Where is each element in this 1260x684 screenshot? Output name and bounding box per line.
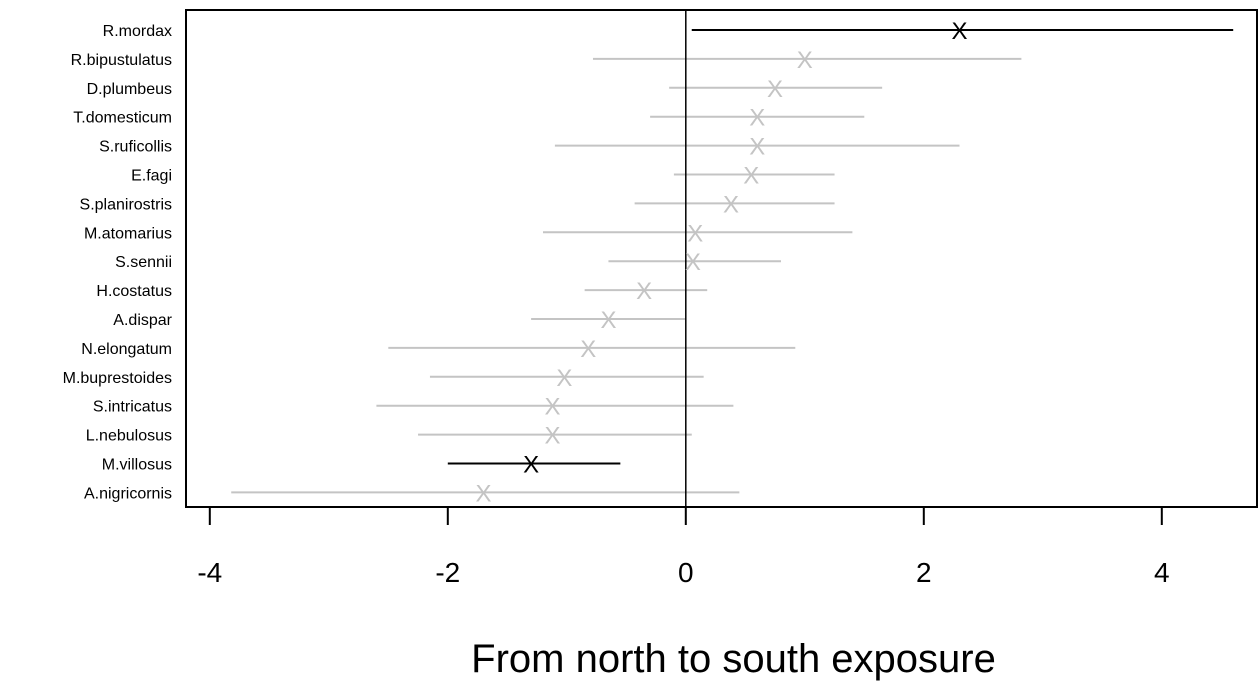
- species-label: S.intricatus: [93, 399, 172, 416]
- estimate-marker: X: [749, 105, 765, 132]
- estimate-marker: X: [951, 18, 967, 45]
- species-label: L.nebulosus: [86, 428, 172, 445]
- estimate-marker: X: [475, 480, 491, 507]
- species-label: N.elongatum: [81, 341, 172, 358]
- estimate-marker: X: [636, 278, 652, 305]
- species-label: A.nigricornis: [84, 485, 172, 502]
- species-label: H.costatus: [96, 283, 172, 300]
- species-labels: R.mordax R.bipustulatus D.plumbeus T.domest…: [63, 23, 173, 502]
- species-label: S.planirostris: [80, 196, 172, 213]
- species-label: M.buprestoides: [63, 370, 172, 387]
- confidence-intervals: [231, 29, 1234, 494]
- estimate-marker: X: [767, 76, 783, 103]
- estimate-marker: X: [600, 307, 616, 334]
- species-label: R.bipustulatus: [71, 52, 172, 69]
- plot-frame: [185, 9, 1258, 508]
- estimate-marker: X: [723, 191, 739, 218]
- estimate-marker: X: [749, 134, 765, 161]
- species-label: A.dispar: [113, 312, 172, 329]
- estimate-marker: X: [685, 249, 701, 276]
- species-label: S.sennii: [115, 254, 172, 271]
- species-label: D.plumbeus: [87, 81, 172, 98]
- x-tick-label: 4: [1154, 557, 1170, 588]
- species-label: E.fagi: [131, 168, 172, 185]
- x-tick-label: 0: [678, 557, 694, 588]
- species-label: R.mordax: [103, 23, 172, 40]
- estimate-marker: X: [743, 163, 759, 190]
- estimate-marker: X: [556, 365, 572, 392]
- estimate-marker: X: [545, 423, 561, 450]
- estimate-marker: X: [523, 452, 539, 479]
- x-axis-title: From north to south exposure: [471, 637, 996, 681]
- x-tick-label: -2: [435, 557, 460, 588]
- estimate-marker: X: [545, 394, 561, 421]
- estimate-marker: X: [580, 336, 596, 363]
- estimate-marker: X: [797, 47, 813, 74]
- species-label: S.ruficollis: [99, 139, 172, 156]
- estimate-marker: X: [687, 220, 703, 247]
- species-label: M.atomarius: [84, 225, 172, 242]
- x-axis: -4 -2 0 2 4: [197, 506, 1170, 588]
- species-label: M.villosus: [102, 457, 172, 474]
- species-label: T.domesticum: [73, 110, 172, 127]
- x-tick-label: 2: [916, 557, 932, 588]
- x-tick-label: -4: [197, 557, 222, 588]
